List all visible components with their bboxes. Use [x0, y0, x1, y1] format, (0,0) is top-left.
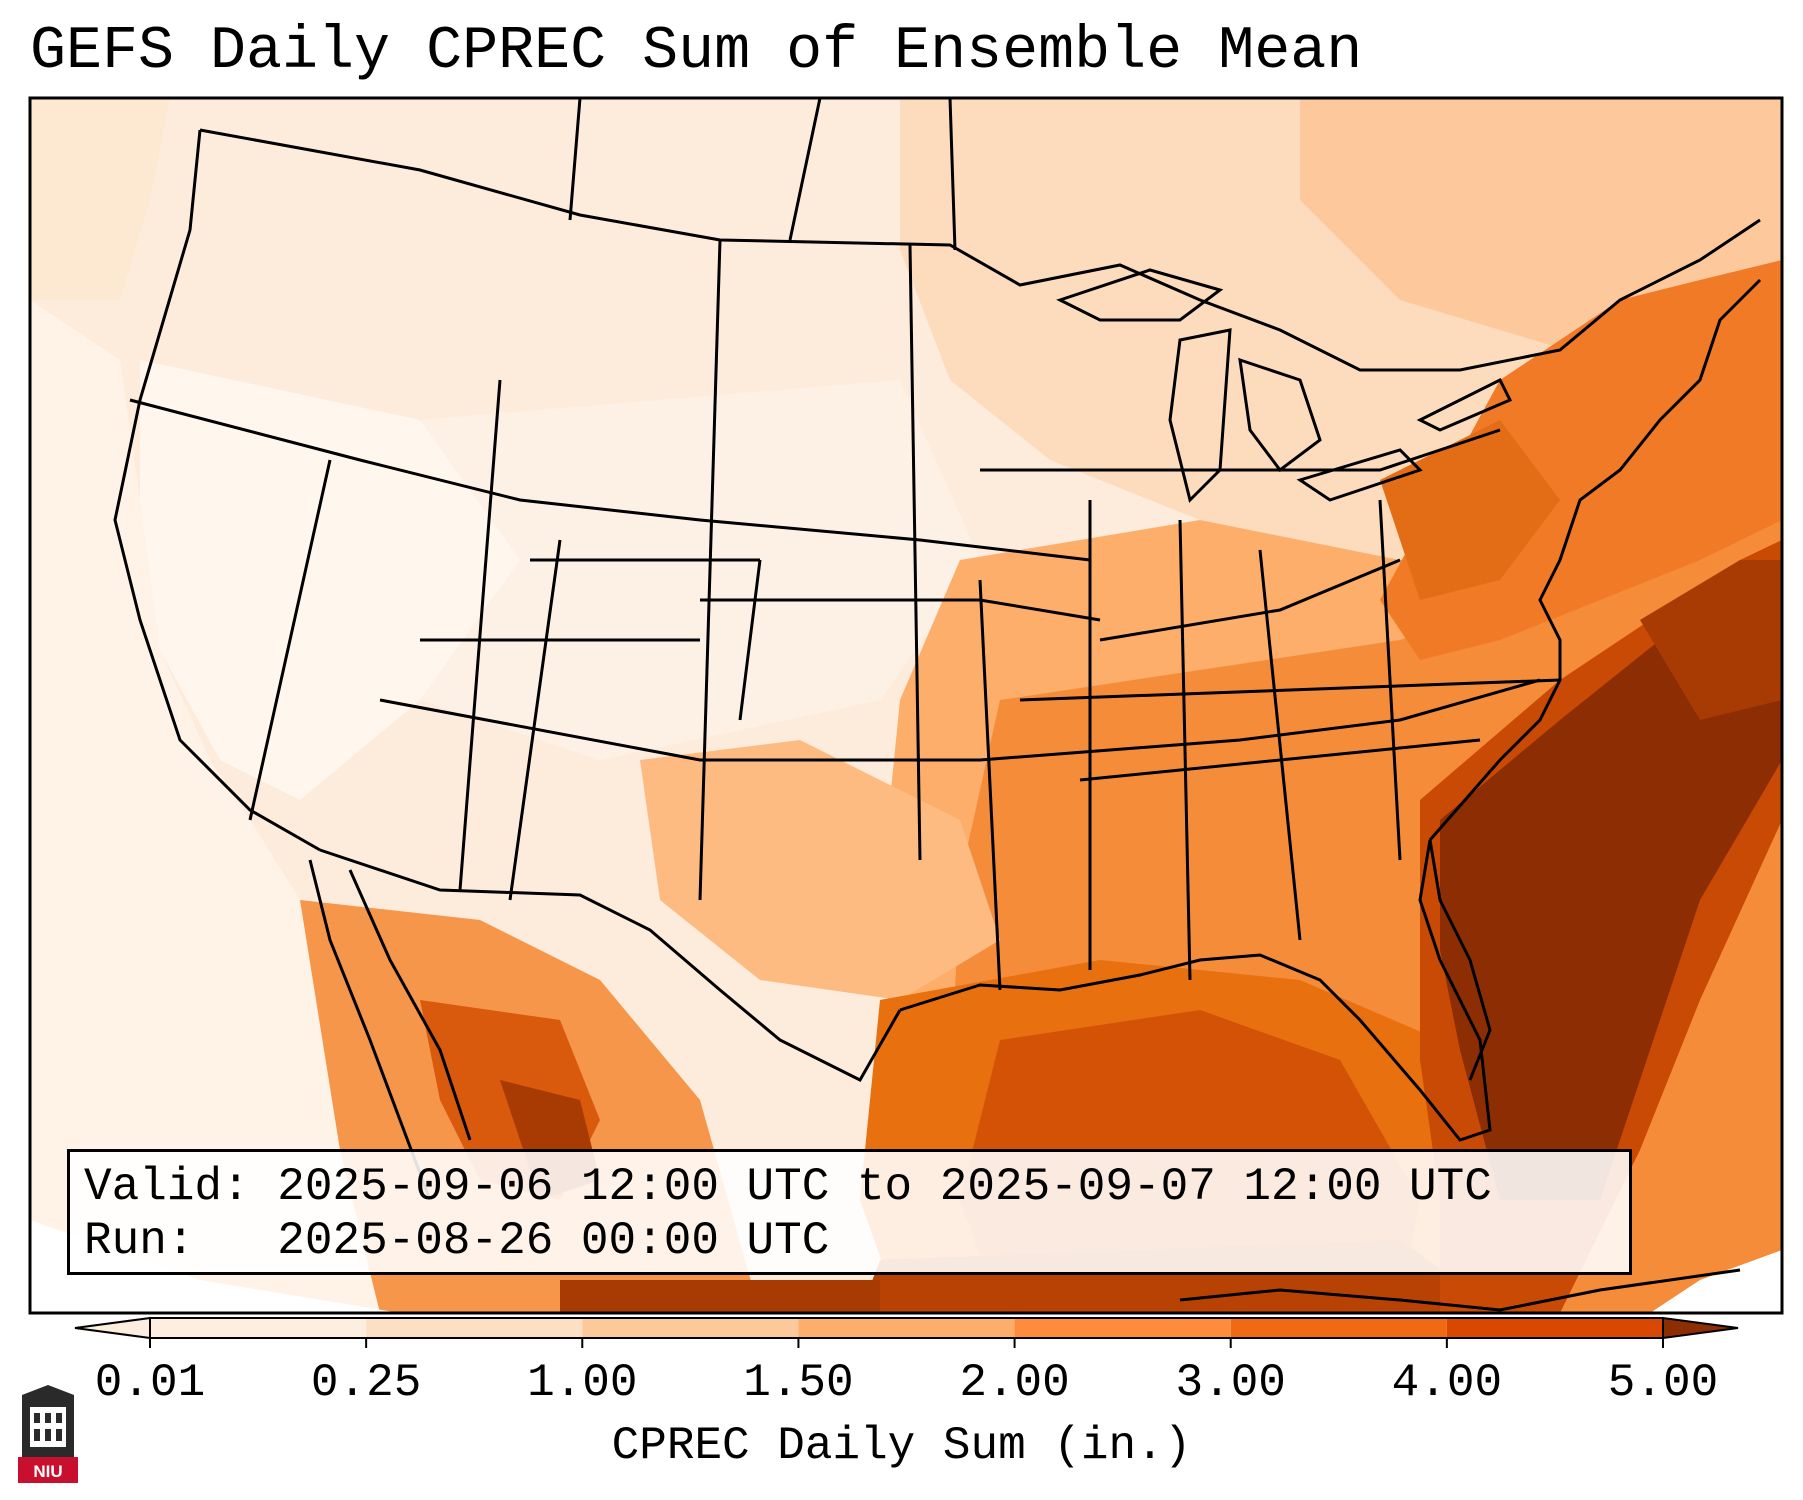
run-label: Run: [84, 1215, 195, 1267]
info-box: Valid: 2025-09-06 12:00 UTC to 2025-09-0… [67, 1149, 1632, 1275]
colorbar-tick-label: 1.50 [743, 1357, 854, 1409]
colorbar-segment [1446, 1318, 1663, 1338]
colorbar-tick-label: 5.00 [1607, 1357, 1719, 1409]
colorbar-segment [1230, 1318, 1447, 1338]
logo-text: NIU [33, 1462, 62, 1481]
niu-logo: NIU [18, 1385, 78, 1483]
colorbar-tick-label: 3.00 [1175, 1357, 1286, 1409]
colorbar-tick-label: 4.00 [1391, 1357, 1503, 1409]
colorbar-segment [1014, 1318, 1231, 1338]
colorbar-segment [798, 1318, 1015, 1338]
colorbar-tick-label: 1.00 [527, 1357, 638, 1409]
pacific-light-area [30, 300, 420, 1313]
colorbar-tick-label: 0.25 [310, 1357, 422, 1409]
run-row: Run: 2025-08-26 00:00 UTC [84, 1214, 1629, 1268]
colorbar-outline [149, 1317, 1664, 1339]
boundary-lines [113, 98, 1762, 1312]
colorbar-label: CPREC Daily Sum (in.) [611, 1420, 1192, 1472]
colorbar-extend-high [1662, 1316, 1739, 1340]
colorbar [74, 1316, 1739, 1348]
colorbar-tick-label: 0.01 [94, 1357, 206, 1409]
map-frame [28, 96, 1784, 1315]
colorbar-extend-low [74, 1316, 151, 1340]
colorbar-segment [366, 1318, 583, 1338]
valid-value: 2025-09-06 12:00 UTC to 2025-09-07 12:00… [277, 1161, 1492, 1213]
precip-field [30, 98, 1782, 1313]
colorbar-segment [582, 1318, 799, 1338]
map-title: GEFS Daily CPREC Sum of Ensemble Mean [30, 18, 1363, 86]
run-value: 2025-08-26 00:00 UTC [277, 1215, 830, 1267]
colorbar-segment [150, 1318, 367, 1338]
valid-row: Valid: 2025-09-06 12:00 UTC to 2025-09-0… [84, 1160, 1629, 1214]
valid-label: Valid: [84, 1161, 250, 1213]
colorbar-tick-label: 2.00 [959, 1357, 1070, 1409]
